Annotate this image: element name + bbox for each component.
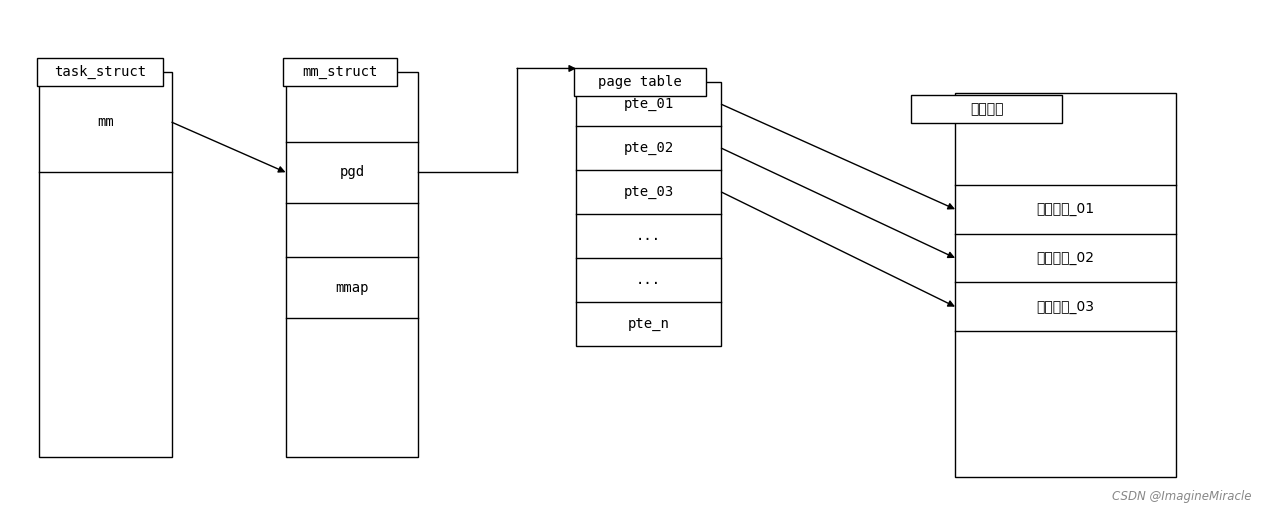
Text: 物理内存: 物理内存 (970, 102, 1004, 116)
Text: pte_n: pte_n (628, 317, 670, 331)
Text: ...: ... (637, 273, 661, 287)
Bar (286, 72, 418, 457)
Text: mmap: mmap (335, 280, 368, 295)
Text: ...: ... (637, 229, 661, 243)
Text: 物理页帧_01: 物理页帧_01 (1037, 202, 1095, 216)
Text: page table: page table (598, 75, 682, 90)
Bar (576, 82, 722, 346)
Text: pte_01: pte_01 (624, 97, 674, 111)
Bar (37, 59, 163, 86)
Bar (284, 59, 396, 86)
Text: CSDN @ImagineMiracle: CSDN @ImagineMiracle (1113, 490, 1252, 502)
Text: mm_struct: mm_struct (303, 65, 377, 79)
Text: pte_02: pte_02 (624, 141, 674, 155)
Bar (39, 72, 172, 457)
Text: mm: mm (97, 115, 114, 129)
Text: 物理页帧_03: 物理页帧_03 (1037, 300, 1095, 314)
Bar (573, 69, 706, 96)
Text: pte_03: pte_03 (624, 185, 674, 199)
Text: pgd: pgd (339, 165, 365, 179)
Bar (912, 95, 1062, 123)
Text: task_struct: task_struct (54, 65, 146, 79)
Bar (955, 93, 1176, 477)
Text: 物理页帧_02: 物理页帧_02 (1037, 251, 1095, 265)
